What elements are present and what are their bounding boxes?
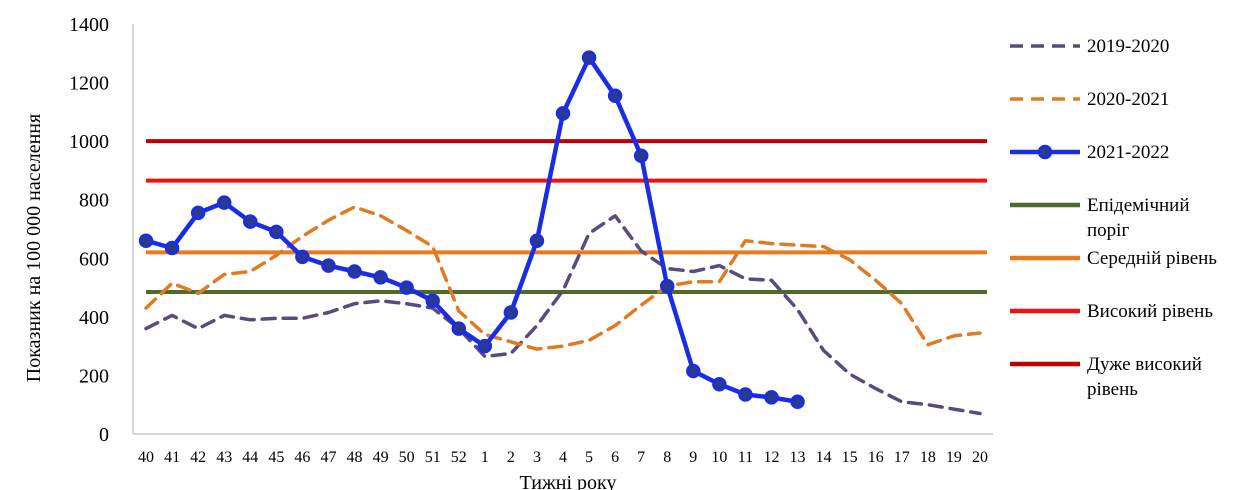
y-tick-label: 400: [79, 307, 109, 329]
series-point: [790, 394, 805, 410]
x-tick-label: 10: [711, 449, 727, 466]
x-tick-label: 42: [190, 449, 206, 466]
series-point: [529, 233, 545, 248]
x-tick-label: 41: [164, 449, 180, 466]
series-point: [269, 224, 284, 240]
x-tick-label: 52: [451, 449, 467, 466]
series-point: [295, 249, 310, 265]
x-tick-label: 40: [138, 449, 154, 466]
legend: 2019-2020 2020-2021 2021-2022 Епідемічний п…: [1010, 36, 1217, 400]
x-tick-label: 9: [689, 449, 697, 466]
x-tick-label: 11: [738, 449, 753, 466]
x-tick-label: 47: [320, 449, 336, 466]
y-axis-label: Показник на 100 000 населення: [23, 114, 45, 382]
legend-label: 2020-2021: [1087, 89, 1169, 110]
series-point: [607, 88, 623, 103]
legend-label: 2021-2022: [1087, 142, 1169, 163]
x-tick-label: 13: [790, 449, 806, 466]
series-point: [243, 214, 258, 229]
x-tick-label: 16: [868, 449, 884, 466]
x-tick-label: 19: [946, 449, 962, 466]
series-point: [503, 305, 519, 320]
x-tick-label: 7: [637, 449, 645, 466]
series-point: [712, 376, 727, 392]
x-tick-label: 50: [399, 449, 415, 466]
series-point: [373, 270, 388, 285]
series-point: [738, 387, 753, 402]
series-point: [216, 195, 232, 210]
legend-label: Високий рівень: [1087, 301, 1213, 322]
y-tick-label: 600: [79, 248, 109, 270]
legend-marker: [1037, 144, 1053, 160]
series-point: [321, 258, 336, 273]
legend-label: Епідемічний поріг: [1087, 195, 1190, 241]
x-tick-label: 3: [533, 449, 541, 466]
series-point: [425, 293, 440, 308]
y-tick-label: 1200: [69, 73, 109, 95]
x-tick-label: 14: [816, 449, 832, 466]
legend-entry: Середній рівень: [1010, 248, 1217, 269]
x-tick-label: 15: [842, 449, 858, 466]
x-tick-label: 44: [242, 449, 258, 466]
series-line: [143, 55, 800, 405]
legend-label: Середній рівень: [1087, 248, 1217, 269]
series-point: [581, 50, 597, 65]
legend-entry: 2020-2021: [1010, 89, 1169, 110]
series-point: [138, 233, 154, 248]
x-tick-label: 46: [294, 449, 310, 466]
x-tick-label: 49: [373, 449, 389, 466]
x-tick-label: 8: [663, 449, 671, 466]
series-point: [347, 264, 362, 279]
legend-entry: Дуже високий рівень: [1010, 354, 1202, 400]
y-tick-label: 800: [79, 190, 109, 212]
series-point: [477, 338, 493, 354]
series-point: [190, 205, 206, 221]
x-tick-label: 43: [216, 449, 232, 466]
series-point: [633, 148, 649, 164]
x-tick-label: 12: [763, 449, 779, 466]
series-point: [164, 240, 180, 256]
y-tick-label: 200: [79, 365, 109, 387]
series-layer: [138, 50, 987, 416]
legend-label: Дуже високий рівень: [1087, 354, 1202, 400]
x-axis-label: Тижні року: [520, 472, 617, 490]
series-point: [451, 321, 467, 336]
x-tick-label: 18: [920, 449, 936, 466]
x-tick-label: 45: [268, 449, 284, 466]
y-tick-label: 0: [99, 424, 109, 446]
y-tick-label: 1000: [69, 131, 109, 153]
x-tick-label: 48: [347, 449, 363, 466]
x-tick-label: 2: [507, 449, 515, 466]
series-point: [764, 390, 779, 405]
x-tick-label: 17: [894, 449, 910, 466]
x-tick-label: 20: [972, 449, 988, 466]
x-tick-label: 5: [585, 449, 593, 466]
legend-entry: Епідемічний поріг: [1010, 195, 1190, 241]
series-line: [144, 205, 982, 351]
y-tick-label: 1400: [69, 14, 109, 36]
series-point: [399, 280, 414, 295]
series-point: [555, 106, 571, 121]
x-tick-label: 1: [481, 449, 489, 466]
legend-entry: Високий рівень: [1010, 301, 1213, 322]
x-tick-label: 6: [611, 449, 619, 466]
series-line: [144, 214, 982, 416]
legend-label: 2019-2020: [1087, 36, 1169, 57]
x-tick-label: 4: [559, 449, 567, 466]
legend-entry: 2019-2020: [1010, 36, 1169, 57]
series-point: [659, 278, 675, 294]
series-point: [686, 363, 701, 379]
legend-entry: 2021-2022: [1010, 142, 1169, 163]
x-tick-label: 51: [425, 449, 441, 466]
